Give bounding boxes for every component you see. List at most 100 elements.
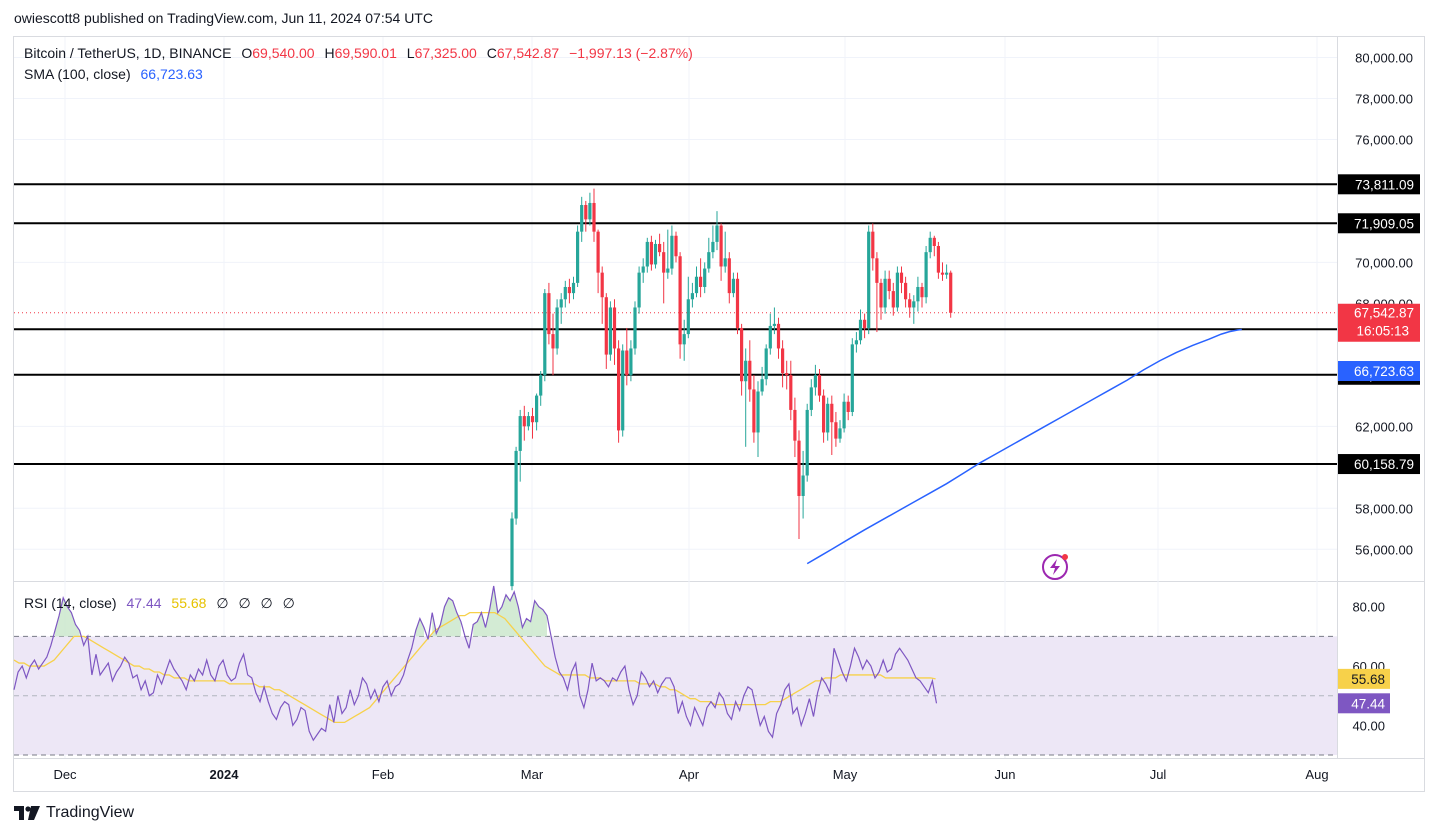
rsi-extra-1: ∅ [216,595,229,611]
rsi-overbought-fill [473,585,547,637]
rsi-extra-3: ∅ [260,595,273,611]
sma-price-label-text: 66,723.63 [1354,364,1414,379]
time-tick-label: Jun [995,767,1016,782]
candle-body [764,348,768,380]
sma-layer [806,328,1242,565]
candle-body [715,225,719,242]
time-tick-label: Feb [372,767,394,782]
candle-body [895,272,899,308]
alert-icon[interactable] [1042,554,1068,580]
candle-body [924,252,928,298]
candle-body [637,272,641,308]
candle-body [641,266,645,273]
candle-body [846,401,850,412]
candle-body [539,375,543,396]
rsi-ma-tag-bg [1338,668,1390,689]
price-tick-label: 62,000.00 [1355,419,1413,434]
candle-body [690,293,694,300]
candle-body [617,348,621,431]
candle-body [830,403,834,423]
candle-body [912,301,916,308]
sma-price-label-bg [1338,361,1420,381]
candle-body [772,323,776,326]
time-tick-label: May [833,767,858,782]
candle-body [936,246,940,273]
price-tick-label: 78,000.00 [1355,91,1413,106]
candle-body [596,231,600,273]
candle-body [719,225,723,267]
rsi-label: RSI (14, close) [24,595,117,611]
candle-body [535,395,539,423]
rsi-extra-4: ∅ [282,595,295,611]
last-price-tag: 67,542.87 16:05:13 [1338,303,1420,342]
brand[interactable]: TradingView [14,804,134,822]
candle-body [567,286,571,294]
candle-body [858,319,863,341]
candle-body [801,475,805,496]
candle-body [707,252,711,269]
candle-body [547,293,551,335]
candle-body [822,395,826,433]
candle-body [760,379,764,392]
candle-body [797,440,801,496]
candle-body [678,256,682,345]
candle-body [768,325,772,349]
candle-body [674,235,678,257]
countdown-value: 16:05:13 [1356,324,1409,339]
symbol-title[interactable]: Bitcoin / TetherUS, 1D, BINANCE [24,45,232,61]
candle-body [748,360,752,390]
candle-body [711,241,715,253]
brand-name: TradingView [46,804,135,821]
sma-100-line [806,328,1242,565]
candle-body [756,391,760,433]
sma-legend[interactable]: SMA (100, close) 66,723.63 [24,66,203,82]
high-value: 69,590.01 [334,45,397,61]
candle-body [752,389,756,433]
rsi-legend[interactable]: RSI (14, close) 47.44 55.68 ∅ ∅ ∅ ∅ [24,595,295,612]
open-label: O [241,45,253,61]
rsi-layer [13,585,938,742]
level-price-label-bg [1338,454,1420,475]
candle-body [867,231,871,328]
rsi-tag-bg [1338,693,1390,714]
published-header: owiescott8 published on TradingView.com,… [14,10,433,26]
candle-body [854,340,858,345]
candle-body [740,327,744,382]
candle-body [850,344,854,412]
time-tick-label: Aug [1305,767,1328,782]
candle-body [879,282,883,308]
candle-body [559,299,563,308]
candle-body [526,416,530,427]
candle-body [949,272,953,313]
rsi-tag: 47.44 [1338,693,1390,714]
candle-body [600,272,604,298]
candle-body [653,243,658,265]
last-price-value: 67,542.87 [1354,306,1414,321]
close-value: 67,542.87 [496,45,560,61]
candle-body [883,278,887,308]
open-value: 69,540.00 [252,45,315,61]
candle-body [928,237,932,253]
candle-body [514,450,518,519]
candle-body [908,299,912,308]
candle-body [817,375,822,396]
price-tick-label: 76,000.00 [1355,132,1413,147]
rsi-value: 47.44 [126,595,162,611]
candle-body [887,278,891,292]
candle-body [543,293,547,376]
candle-body [571,282,576,294]
candle-body [703,268,707,287]
time-tick-label: Dec [53,767,77,782]
candle-body [932,237,936,247]
candle-body [809,387,813,410]
candle-body [723,258,727,267]
level-price-label: 71,909.05 [1338,213,1420,234]
candle-body [813,375,817,388]
level-price-label: 73,811.09 [1338,174,1420,195]
candle-body [576,231,580,283]
candle-body [592,202,596,232]
candle-body [785,373,789,376]
candle-body [891,291,895,308]
close-label: C [486,45,497,61]
